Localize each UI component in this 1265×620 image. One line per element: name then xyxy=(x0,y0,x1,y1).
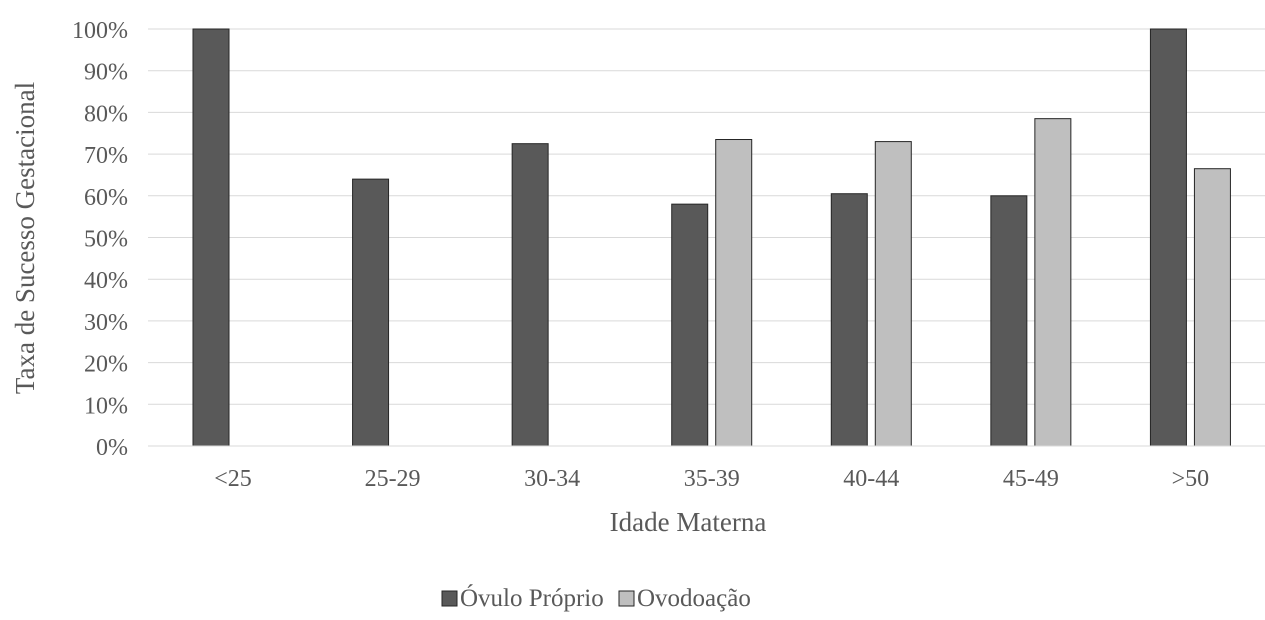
bar-ovulo-proprio xyxy=(671,203,709,447)
y-tick-label: 50% xyxy=(84,227,128,253)
x-tick-label: >50 xyxy=(1172,466,1210,492)
y-axis-ticks: 0% 10% 20% 30% 40% 50% 60% 70% 80% 90% 100% xyxy=(72,18,128,461)
x-tick-label: 35-39 xyxy=(684,466,740,492)
y-tick-label: 100% xyxy=(72,18,128,44)
x-axis-title: Idade Materna xyxy=(610,507,767,537)
bar-ovulo-proprio xyxy=(830,193,868,447)
y-tick-label: 30% xyxy=(84,310,128,336)
legend-swatch-ovulo-proprio xyxy=(441,590,458,607)
legend-label-ovodoacao: Ovodoação xyxy=(637,585,751,612)
bar-ovodoacao xyxy=(1193,168,1231,447)
bar-ovulo-proprio xyxy=(511,143,549,447)
x-tick-label: 30-34 xyxy=(524,466,580,492)
bar-ovulo-proprio xyxy=(1149,28,1187,447)
y-tick-label: 0% xyxy=(96,435,128,461)
bar-ovulo-proprio xyxy=(990,195,1028,447)
y-tick-label: 10% xyxy=(84,393,128,419)
bar-ovulo-proprio xyxy=(192,28,230,447)
legend-label-ovulo-proprio: Óvulo Próprio xyxy=(460,584,604,612)
legend-swatch-ovodoacao xyxy=(618,590,635,607)
legend: Óvulo Próprio Ovodoação xyxy=(441,584,751,612)
y-tick-label: 90% xyxy=(84,60,128,86)
y-tick-label: 60% xyxy=(84,185,128,211)
bar-ovodoacao xyxy=(874,141,912,447)
y-tick-label: 40% xyxy=(84,268,128,294)
x-axis-ticks: <25 25-29 30-34 35-39 40-44 45-49 >50 xyxy=(214,466,1209,492)
y-axis-title: Taxa de Sucesso Gestacional xyxy=(10,82,40,394)
bar-ovodoacao xyxy=(715,139,753,447)
y-tick-label: 80% xyxy=(84,101,128,127)
bar-ovulo-proprio xyxy=(352,178,390,447)
x-tick-label: <25 xyxy=(214,466,252,492)
x-tick-label: 40-44 xyxy=(843,466,899,492)
x-tick-label: 45-49 xyxy=(1003,466,1059,492)
y-tick-label: 20% xyxy=(84,352,128,378)
y-tick-label: 70% xyxy=(84,143,128,169)
bar-ovodoacao xyxy=(1034,118,1072,447)
x-tick-label: 25-29 xyxy=(365,466,421,492)
